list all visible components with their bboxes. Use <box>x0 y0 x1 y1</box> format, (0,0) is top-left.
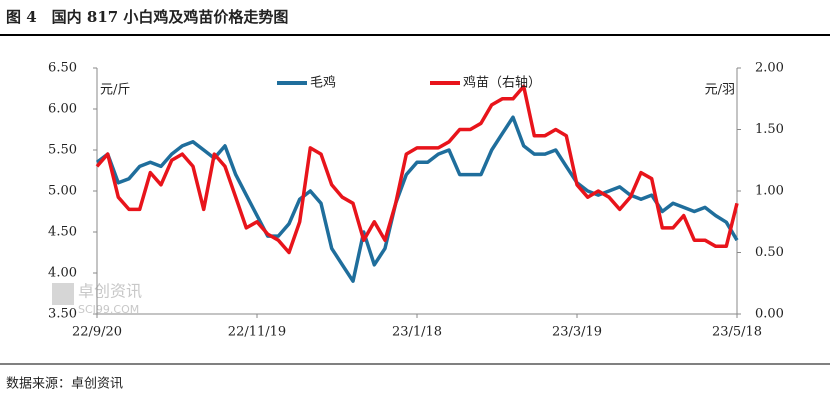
y2-tick-label: 0.50 <box>755 245 784 260</box>
series-line <box>95 115 739 283</box>
y2-unit: 元/羽 <box>705 83 735 98</box>
watermark-logo <box>52 283 74 305</box>
y2-tick-label: 1.00 <box>755 184 784 199</box>
watermark: SCI99.COM <box>78 303 139 316</box>
y-tick-label: 4.00 <box>48 266 77 281</box>
x-tick-label: 22/11/19 <box>228 325 286 340</box>
chart-title: 图 4 国内 817 小白鸡及鸡苗价格走势图 <box>6 8 288 26</box>
source: 数据来源：卓创资讯 <box>6 377 123 392</box>
x-tick-label: 23/1/18 <box>392 325 442 340</box>
legend-label: 毛鸡 <box>310 75 336 91</box>
x-tick-label: 22/9/20 <box>72 325 122 340</box>
x-tick-label: 23/3/19 <box>552 325 602 340</box>
y-tick-label: 5.50 <box>48 143 77 158</box>
y-tick-label: 4.50 <box>48 225 77 240</box>
series-line <box>95 84 739 255</box>
watermark: 卓创资讯 <box>78 282 142 301</box>
y-unit: 元/斤 <box>100 83 130 98</box>
y2-tick-label: 2.00 <box>755 61 784 76</box>
y2-tick-label: 0.00 <box>755 307 784 322</box>
legend-label: 鸡苗（右轴） <box>463 75 541 91</box>
y-tick-label: 6.50 <box>48 61 77 76</box>
y-tick-label: 3.50 <box>48 307 77 322</box>
y2-tick-label: 1.50 <box>755 122 784 137</box>
y-tick-label: 6.00 <box>48 102 77 117</box>
y-tick-label: 5.00 <box>48 184 77 199</box>
x-tick-label: 23/5/18 <box>712 325 762 340</box>
